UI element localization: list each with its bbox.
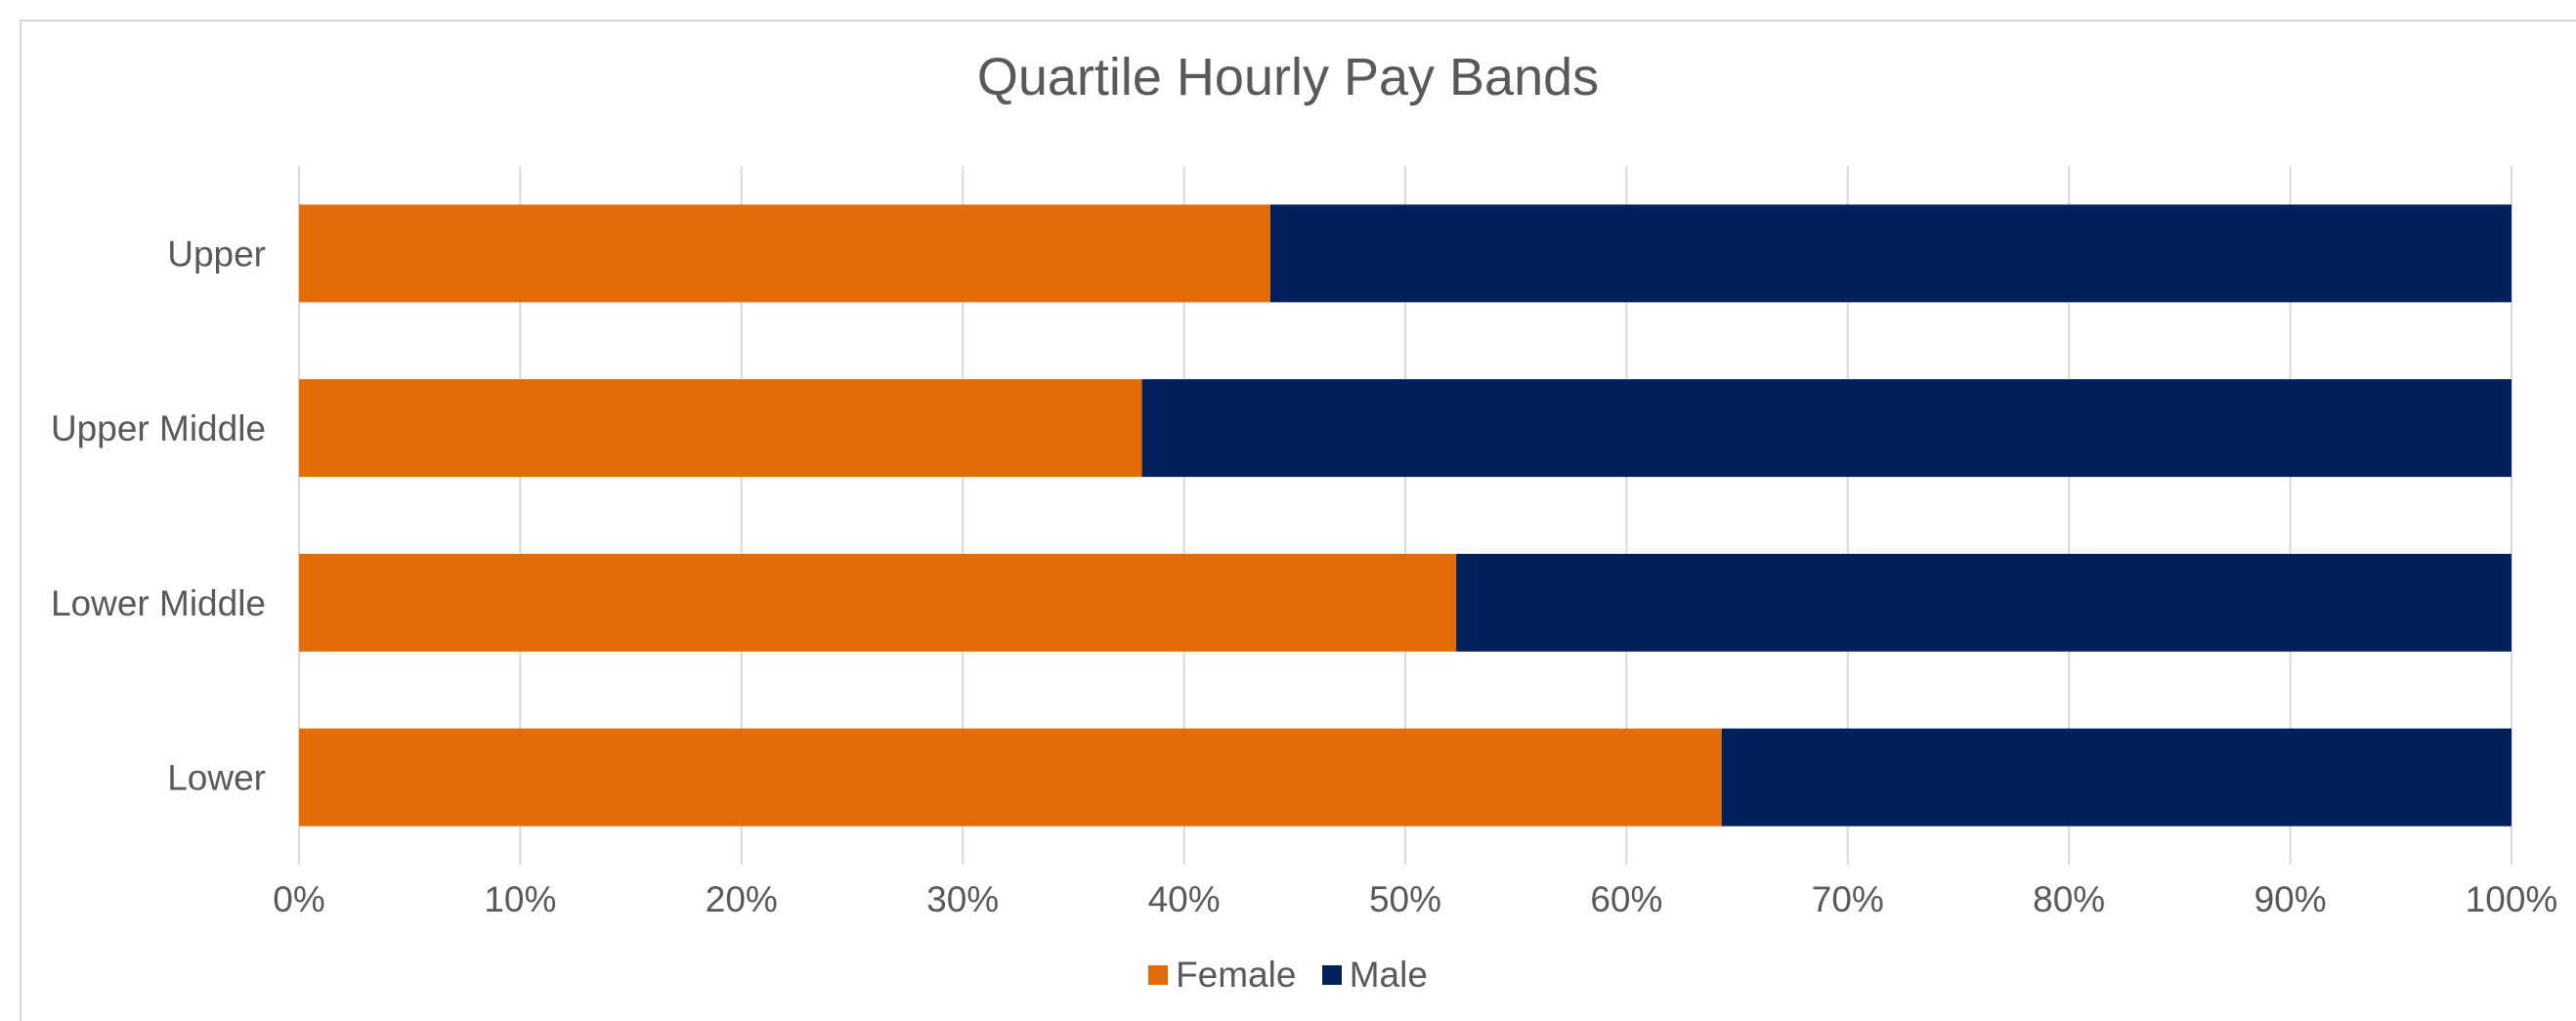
chart-frame [20,20,2576,1021]
bar-female-lower-middle [299,553,1457,652]
y-category-label: Upper [167,234,266,274]
legend-label-male: Male [1349,955,1428,995]
bar-male-lower [1721,728,2512,827]
x-tick-label: 40% [1148,879,1221,919]
x-tick-label: 90% [2254,879,2327,919]
y-category-label: Lower Middle [51,583,266,623]
legend-item-male: Male [1321,955,1428,996]
x-tick-label: 70% [1812,879,1884,919]
bar-female-upper [299,204,1270,303]
x-tick-label: 0% [273,879,324,919]
x-tick-label: 60% [1590,879,1662,919]
legend-label-female: Female [1176,955,1297,995]
bar-male-upper [1269,204,2512,303]
x-tick-label: 50% [1369,879,1441,919]
bar-male-lower-middle [1456,553,2512,652]
chart-title: Quartile Hourly Pay Bands [976,48,1600,106]
bar-female-lower [299,728,1722,827]
x-tick-label: 20% [706,879,778,919]
x-tick-label: 80% [2033,879,2105,919]
legend-swatch-male [1321,965,1342,985]
x-tick-label: 10% [484,879,556,919]
legend: Female Male [0,953,2576,996]
bar-female-upper-middle [299,379,1142,478]
y-category-label: Lower [167,758,266,798]
x-tick-label: 100% [2466,879,2558,919]
legend-item-female: Female [1148,955,1296,996]
bar-male-upper-middle [1141,379,2512,478]
y-category-label: Upper Middle [51,408,266,448]
x-tick-label: 30% [926,879,999,919]
legend-swatch-female [1148,965,1169,985]
